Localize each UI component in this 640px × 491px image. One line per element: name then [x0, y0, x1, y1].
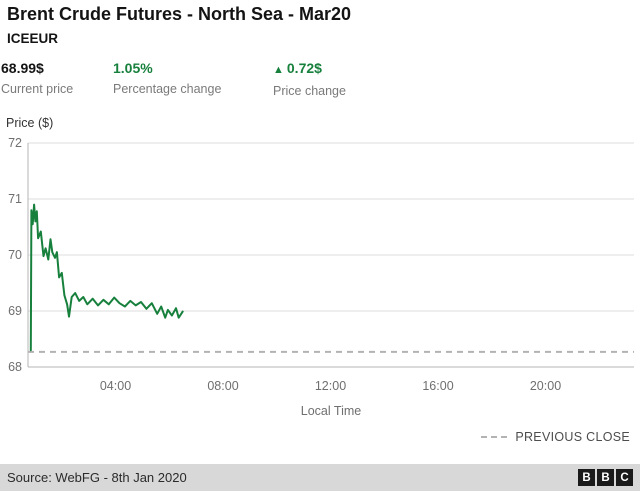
y-tick-label: 69	[8, 304, 22, 318]
legend-previous-close: PREVIOUS CLOSE	[481, 430, 630, 444]
y-tick-label: 68	[8, 360, 22, 374]
price-line	[29, 203, 184, 352]
bbc-logo-block: B	[597, 469, 614, 486]
x-tick-label: 12:00	[315, 379, 346, 393]
up-arrow-icon: ▲	[273, 64, 284, 76]
current-price-label: Current price	[1, 82, 74, 96]
page-title: Brent Crude Futures - North Sea - Mar20	[7, 4, 352, 24]
x-tick-label: 20:00	[530, 379, 561, 393]
x-tick-label: 16:00	[422, 379, 453, 393]
x-axis-title: Local Time	[300, 404, 362, 418]
current-price-value: 68.99$	[1, 60, 44, 76]
y-tick-label: 72	[8, 136, 22, 150]
x-tick-label: 08:00	[207, 379, 238, 393]
y-axis-title: Price ($)	[6, 116, 54, 130]
stats-row: 68.99$ Current price 1.05% Percentage ch…	[1, 60, 370, 98]
y-tick-label: 70	[8, 248, 22, 262]
stat-current-price: 68.99$ Current price	[1, 60, 89, 98]
price-change-amount: 0.72$	[286, 60, 322, 76]
stat-price-change: ▲ 0.72$ Price change	[273, 60, 346, 98]
price-change-label: Price change	[273, 84, 346, 98]
price-change-value: ▲ 0.72$	[273, 60, 346, 79]
percentage-change-value: 1.05%	[113, 60, 153, 76]
bbc-logo: B B C	[578, 469, 633, 486]
exchange-label: ICEEUR	[7, 31, 59, 46]
legend-previous-close-label: PREVIOUS CLOSE	[515, 430, 630, 444]
y-tick-label: 71	[8, 192, 22, 206]
stat-percentage-change: 1.05% Percentage change	[113, 60, 249, 98]
bbc-logo-block: B	[578, 469, 595, 486]
dashed-line-icon	[481, 436, 508, 438]
price-chart: 72 71 70 69 68 04:00 08:00 12:00 16:00 20:00	[8, 136, 634, 393]
x-tick-label: 04:00	[100, 379, 131, 393]
footer-bar: Source: WebFG - 8th Jan 2020 B B C	[0, 464, 640, 491]
bbc-logo-block: C	[616, 469, 633, 486]
percentage-change-label: Percentage change	[113, 82, 222, 96]
source-attribution: Source: WebFG - 8th Jan 2020	[7, 470, 187, 485]
